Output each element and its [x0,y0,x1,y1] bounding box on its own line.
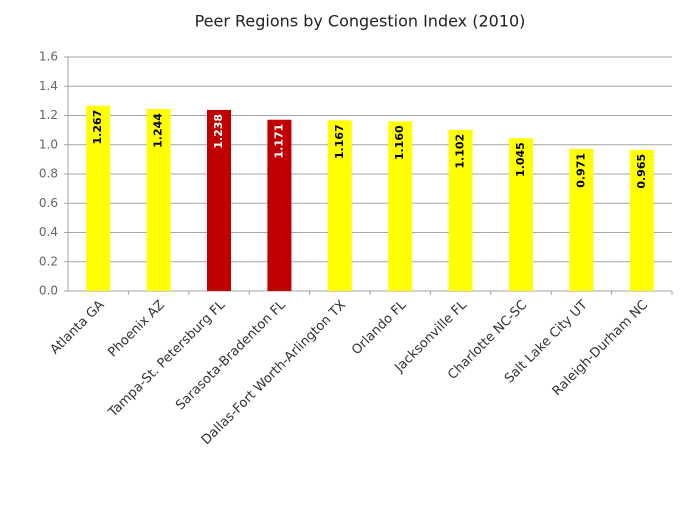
bar [207,109,231,291]
value-label: 0.965 [635,154,648,189]
value-label: 1.171 [272,124,285,159]
value-label: 1.244 [152,113,165,148]
bar [388,121,413,291]
y-tick-label: 0.8 [39,167,58,181]
value-label: 1.238 [212,114,225,149]
y-tick-label: 0.2 [39,254,58,268]
bar [569,148,594,291]
x-tick-label: Tampa-St. Petersburg FL [105,297,229,421]
value-label: 1.267 [91,110,104,145]
y-tick-label: 0.0 [39,284,58,298]
bar [327,120,352,291]
x-tick-label: Sarasota-Bradenton FL [173,297,289,413]
x-tick-label: Phoenix AZ [105,298,168,361]
y-tick-label: 0.4 [39,225,58,239]
value-label: 1.167 [333,124,346,159]
x-tick-label: Orlando FL [349,297,410,358]
bar [629,149,654,291]
x-tick-label: Atlanta GA [48,298,108,358]
bar [509,138,533,291]
bar [86,105,111,291]
value-label: 1.102 [454,134,467,169]
value-label: 0.971 [574,153,587,188]
y-tick-label: 1.6 [39,50,58,64]
bar [448,129,473,291]
bar [267,119,292,292]
y-tick-label: 0.6 [39,196,58,210]
bar [146,109,171,291]
y-tick-label: 1.2 [39,108,58,122]
value-label: 1.045 [514,142,527,177]
y-tick-label: 1.4 [39,79,58,93]
chart-title: Peer Regions by Congestion Index (2010) [195,12,526,31]
y-tick-label: 1.0 [39,137,58,151]
value-label: 1.160 [393,125,406,160]
